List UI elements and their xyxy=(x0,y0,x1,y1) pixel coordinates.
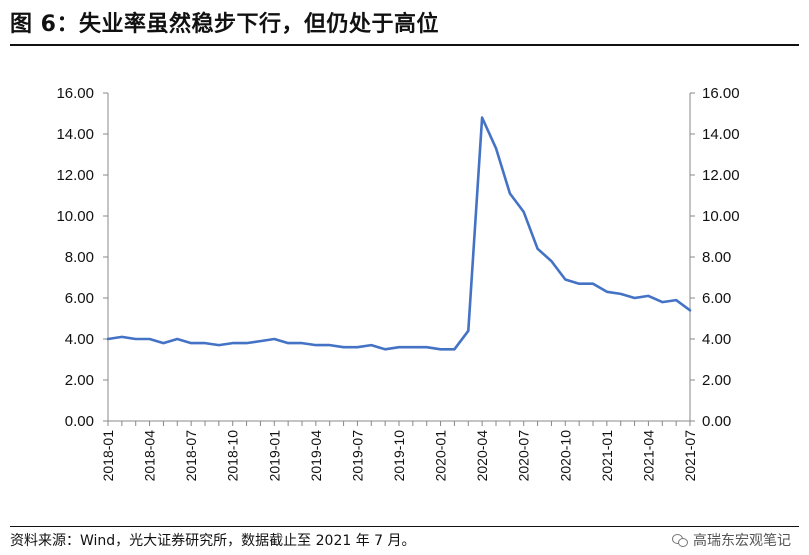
y-tick-label-left: 16.00 xyxy=(56,85,94,102)
y-tick-label-left: 8.00 xyxy=(65,249,94,266)
chart-title: 图 6：失业率虽然稳步下行，但仍处于高位 xyxy=(10,12,439,37)
y-tick-label-right: 14.00 xyxy=(702,126,740,143)
x-tick-label: 2021-04 xyxy=(640,430,656,482)
x-tick-label: 2019-01 xyxy=(266,430,282,482)
x-tick-label: 2020-04 xyxy=(474,430,490,482)
line-chart: 0.00 0.00 2.00 2.00 4.00 4.00 6.00 6.00 8.00 8.00… xyxy=(56,85,739,481)
plot-layer: 0.00 0.00 2.00 2.00 4.00 4.00 6.00 6.00 8.00 8.00… xyxy=(56,85,739,481)
x-tick-label: 2018-10 xyxy=(225,430,241,482)
series-line-0 xyxy=(106,116,692,351)
x-tick-label: 2019-10 xyxy=(391,430,407,482)
title-divider xyxy=(10,44,799,46)
x-tick-label: 2018-01 xyxy=(100,430,116,482)
y-tick-label-right: 12.00 xyxy=(702,167,740,184)
y-tick-label-right: 2.00 xyxy=(702,372,731,389)
y-tick-label-left: 4.00 xyxy=(65,331,94,348)
source-divider xyxy=(10,526,799,527)
watermark-text: 高瑞东宏观笔记 xyxy=(693,533,791,549)
y-tick-label-right: 0.00 xyxy=(702,413,731,430)
y-tick-label-left: 6.00 xyxy=(65,290,94,307)
y-tick-label-left: 10.00 xyxy=(56,208,94,225)
source-note: 资料来源：Wind，光大证券研究所，数据截止至 2021 年 7 月。 xyxy=(10,533,416,549)
y-tick-label-right: 10.00 xyxy=(702,208,740,225)
y-tick-label-right: 4.00 xyxy=(702,331,731,348)
x-tick-label: 2020-07 xyxy=(516,430,532,482)
x-tick-label: 2018-07 xyxy=(183,430,199,482)
y-tick-label-left: 0.00 xyxy=(65,413,94,430)
y-tick-label-left: 12.00 xyxy=(56,167,94,184)
x-tick-label: 2019-07 xyxy=(349,430,365,482)
y-tick-label-left: 14.00 xyxy=(56,126,94,143)
x-tick-label: 2021-07 xyxy=(682,430,698,482)
wechat-icon xyxy=(672,533,688,547)
y-tick-label-left: 2.00 xyxy=(65,372,94,389)
x-tick-label: 2020-10 xyxy=(557,430,573,482)
y-tick-label-right: 6.00 xyxy=(702,290,731,307)
x-tick-label: 2020-01 xyxy=(433,430,449,482)
x-tick-label: 2021-01 xyxy=(599,430,615,482)
x-tick-label: 2018-04 xyxy=(142,430,158,482)
x-tick-label: 2019-04 xyxy=(308,430,324,482)
y-tick-label-right: 16.00 xyxy=(702,85,740,102)
y-tick-label-right: 8.00 xyxy=(702,249,731,266)
watermark: 高瑞东宏观笔记 xyxy=(672,530,791,550)
